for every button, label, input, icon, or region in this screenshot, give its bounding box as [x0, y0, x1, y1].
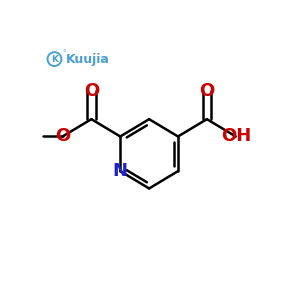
- Text: O: O: [199, 82, 214, 100]
- Text: °: °: [62, 50, 66, 56]
- Text: Kuujia: Kuujia: [65, 52, 110, 66]
- Text: O: O: [55, 128, 70, 146]
- Text: N: N: [113, 162, 128, 180]
- Text: K: K: [51, 55, 58, 64]
- Text: OH: OH: [220, 128, 251, 146]
- Text: O: O: [84, 82, 99, 100]
